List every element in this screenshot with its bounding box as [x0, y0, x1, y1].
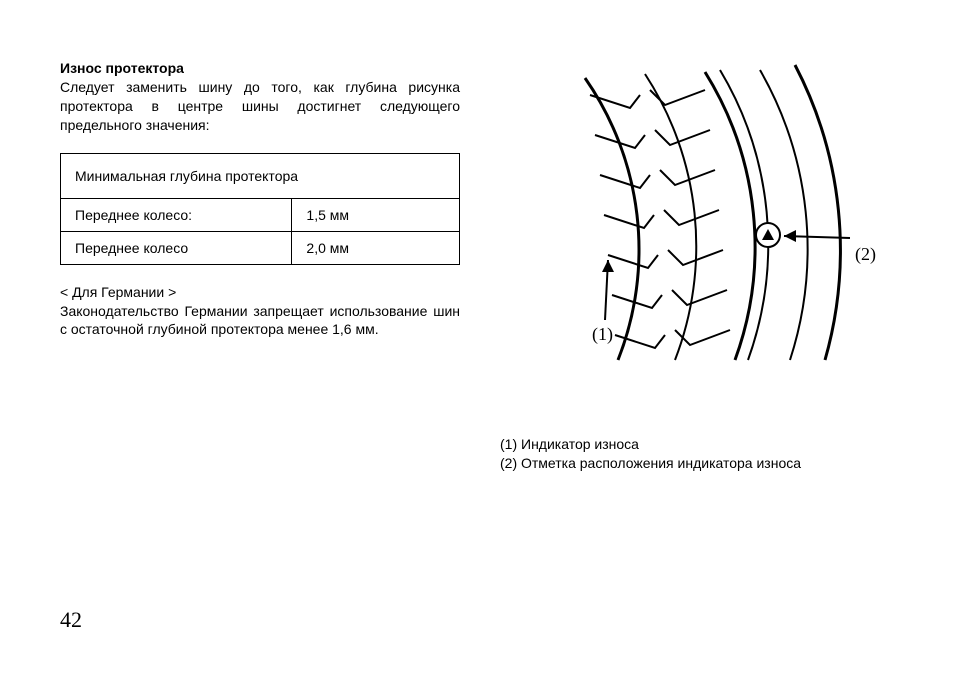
legend-item-1: (1) Индикатор износа — [500, 435, 880, 454]
note-body: Законодательство Германии запрещает испо… — [60, 303, 460, 338]
table-title-cell: Минимальная глубина протектора — [61, 153, 460, 198]
section-heading: Износ протектора — [60, 60, 460, 76]
table-row: Переднее колесо 2,0 мм — [61, 231, 460, 264]
page-number: 42 — [60, 607, 82, 633]
table-cell-value: 1,5 мм — [292, 198, 460, 231]
document-page: Износ протектора Следует заменить шину д… — [0, 0, 954, 673]
tire-wear-diagram: (2) (1) — [500, 60, 880, 380]
table-cell-value: 2,0 мм — [292, 231, 460, 264]
tread-depth-table: Минимальная глубина протектора Переднее … — [60, 153, 460, 265]
intro-paragraph: Следует заменить шину до того, как глуби… — [60, 78, 460, 135]
table-cell-label: Переднее колесо — [61, 231, 292, 264]
right-column: (2) (1) (1) Индикатор износа (2) Отметка… — [500, 60, 880, 473]
two-column-layout: Износ протектора Следует заменить шину д… — [60, 60, 894, 473]
figure-legend: (1) Индикатор износа (2) Отметка располо… — [500, 435, 880, 473]
left-column: Износ протектора Следует заменить шину д… — [60, 60, 460, 473]
legend-item-2: (2) Отметка расположения индикатора изно… — [500, 454, 880, 473]
callout-1-label: (1) — [592, 324, 613, 345]
note-prefix: < Для Германии > — [60, 284, 176, 300]
germany-note: < Для Германии > Законодательство Герман… — [60, 283, 460, 340]
table-title-row: Минимальная глубина протектора — [61, 153, 460, 198]
table-cell-label: Переднее колесо: — [61, 198, 292, 231]
table-row: Переднее колесо: 1,5 мм — [61, 198, 460, 231]
callout-2-label: (2) — [855, 244, 876, 265]
